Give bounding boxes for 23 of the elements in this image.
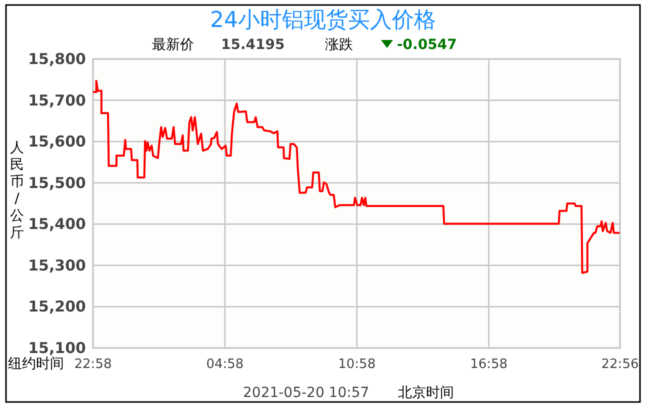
text: 北京时间 xyxy=(398,385,454,401)
x-tick-label: 22:58 xyxy=(74,357,112,372)
x-tick-label: 22:56 xyxy=(601,357,639,372)
x-tick-label: 10:58 xyxy=(338,357,376,372)
text: -0.0547 xyxy=(397,37,457,53)
y-tick-label: 15,800 xyxy=(28,50,86,68)
y-tick-label: 15,400 xyxy=(28,215,86,234)
y-tick-label: 15,600 xyxy=(28,132,86,151)
text: 2021-05-20 10:57 xyxy=(243,385,370,401)
text: 涨跌 xyxy=(325,37,353,53)
y-axis-title: 人民币/公斤 xyxy=(10,140,24,241)
x-tick-label: 16:58 xyxy=(470,357,508,372)
text: 最新价 xyxy=(152,37,194,53)
y-tick-label: 15,100 xyxy=(28,339,86,357)
y-tick-label: 15,700 xyxy=(28,91,86,110)
chart-title: 24小时铝现货买入价格 xyxy=(210,8,436,33)
y-tick-label: 15,300 xyxy=(28,256,86,274)
line-series xyxy=(92,80,621,274)
x-tick-label: 04:58 xyxy=(206,357,244,372)
y-tick-label: 15,500 xyxy=(28,174,86,192)
text: 15.4195 xyxy=(221,37,285,53)
x-axis-title: 纽约时间 xyxy=(8,356,64,372)
y-tick-label: 15,200 xyxy=(28,298,86,316)
